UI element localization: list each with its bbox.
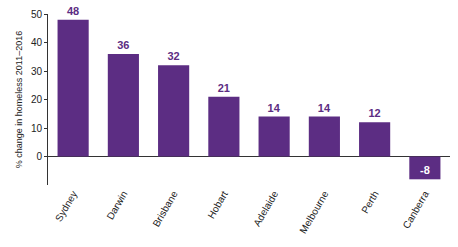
svg-text:0: 0	[36, 151, 42, 162]
svg-text:Darwin: Darwin	[104, 189, 129, 221]
svg-text:20: 20	[31, 94, 43, 105]
svg-text:% change in homeless 2011–2016: % change in homeless 2011–2016	[14, 31, 24, 168]
svg-text:30: 30	[31, 66, 43, 77]
svg-text:40: 40	[31, 37, 43, 48]
svg-text:Perth: Perth	[359, 189, 380, 215]
svg-text:48: 48	[67, 5, 79, 17]
svg-text:50: 50	[31, 9, 43, 20]
svg-text:36: 36	[117, 39, 129, 51]
svg-text:Adelaide: Adelaide	[251, 189, 280, 229]
svg-text:-8: -8	[420, 164, 430, 176]
svg-text:Brisbane: Brisbane	[150, 189, 179, 229]
svg-text:14: 14	[268, 102, 281, 114]
svg-text:Canberra: Canberra	[401, 189, 432, 231]
svg-text:12: 12	[369, 107, 381, 119]
svg-text:10: 10	[31, 123, 43, 134]
svg-text:14: 14	[318, 102, 331, 114]
svg-text:21: 21	[218, 82, 230, 94]
svg-text:32: 32	[168, 50, 180, 62]
svg-text:Sydney: Sydney	[53, 189, 79, 223]
svg-text:Melbourne: Melbourne	[297, 189, 330, 236]
svg-text:Hobart: Hobart	[205, 189, 230, 221]
